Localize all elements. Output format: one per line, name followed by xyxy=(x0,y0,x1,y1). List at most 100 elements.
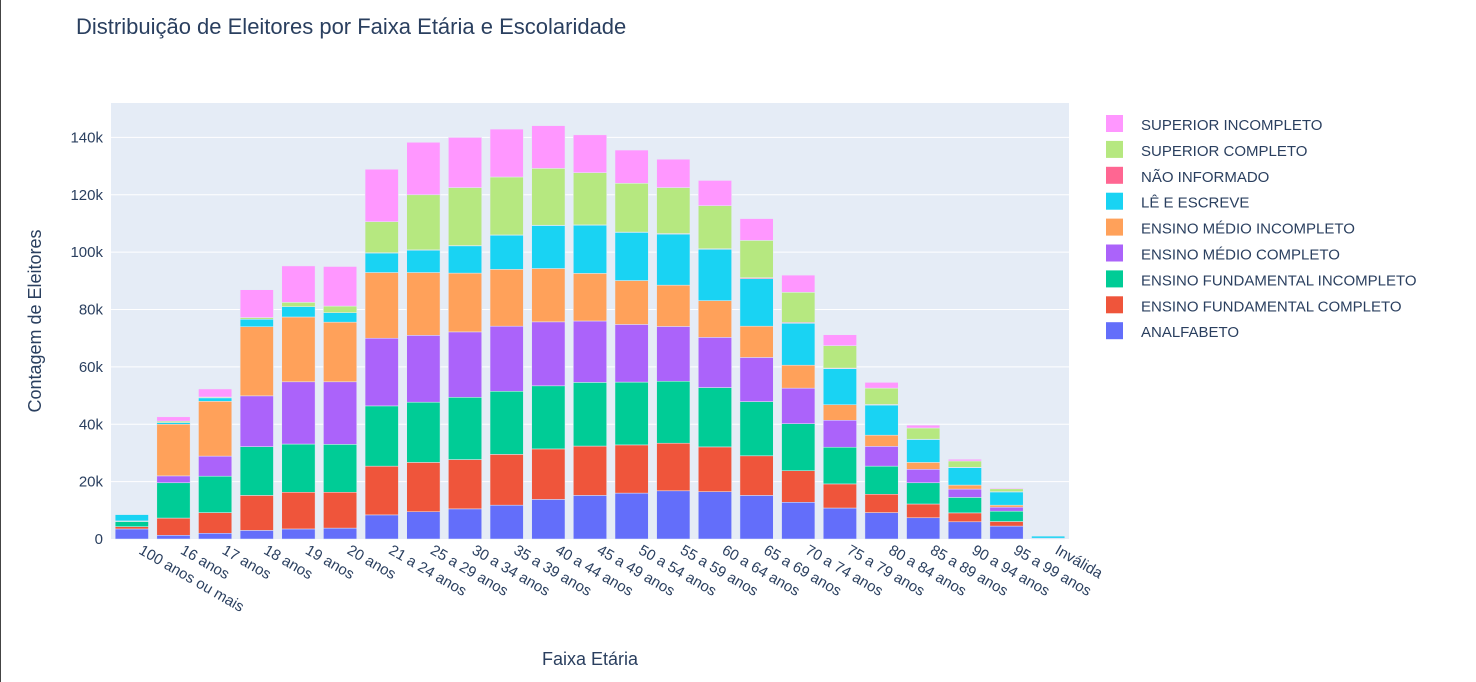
bar-segment[interactable] xyxy=(281,265,316,303)
bar-segment[interactable] xyxy=(656,326,691,382)
bar-segment[interactable] xyxy=(698,491,732,540)
bar-segment[interactable] xyxy=(823,446,857,485)
bar-segment[interactable] xyxy=(823,419,857,448)
bar-segment[interactable] xyxy=(989,510,1024,522)
bar-segment[interactable] xyxy=(823,483,857,509)
bar-segment[interactable] xyxy=(989,491,1024,506)
bar-segment[interactable] xyxy=(781,292,816,323)
legend-item[interactable]: ANALFABETO xyxy=(1106,322,1239,341)
bar-segment[interactable] xyxy=(239,495,274,531)
bar-segment[interactable] xyxy=(531,499,566,540)
bar-segment[interactable] xyxy=(114,521,149,527)
bar-segment[interactable] xyxy=(406,194,441,251)
bar-segment[interactable] xyxy=(698,387,732,448)
bar-segment[interactable] xyxy=(281,316,316,383)
bar-segment[interactable] xyxy=(406,462,441,512)
bar-segment[interactable] xyxy=(656,284,691,327)
bar-segment[interactable] xyxy=(573,134,607,173)
bar-segment[interactable] xyxy=(281,381,316,445)
bar-segment[interactable] xyxy=(823,334,857,346)
bar-segment[interactable] xyxy=(448,508,482,540)
bar-segment[interactable] xyxy=(573,224,607,274)
bar-segment[interactable] xyxy=(406,272,441,336)
legend-item[interactable]: NÃO INFORMADO xyxy=(1106,166,1269,186)
bar-segment[interactable] xyxy=(239,326,274,397)
bar-segment[interactable] xyxy=(906,482,941,505)
bar-segment[interactable] xyxy=(573,382,607,447)
bar-segment[interactable] xyxy=(947,484,982,490)
bar-segment[interactable] xyxy=(864,404,899,436)
bar-segment[interactable] xyxy=(323,444,357,493)
bar-segment[interactable] xyxy=(947,460,982,468)
bar-segment[interactable] xyxy=(823,507,857,540)
legend[interactable]: SUPERIOR INCOMPLETO SUPERIOR COMPLETO NÃO … xyxy=(1106,115,1417,341)
bar-segment[interactable] xyxy=(448,397,482,460)
bar-segment[interactable] xyxy=(739,357,774,402)
bar-segment[interactable] xyxy=(864,494,899,513)
bar-segment[interactable] xyxy=(656,490,691,540)
bar-segment[interactable] xyxy=(448,187,482,246)
legend-item[interactable]: ENSINO FUNDAMENTAL INCOMPLETO xyxy=(1106,270,1417,289)
bar-segment[interactable] xyxy=(239,530,274,540)
bar-segment[interactable] xyxy=(906,439,941,463)
bar-segment[interactable] xyxy=(198,533,233,540)
bar-segment[interactable] xyxy=(156,517,191,536)
bar-segment[interactable] xyxy=(989,487,1024,490)
bar-segment[interactable] xyxy=(323,381,357,445)
bar-segment[interactable] xyxy=(739,455,774,496)
bar-segment[interactable] xyxy=(906,469,941,484)
bar-segment[interactable] xyxy=(406,401,441,463)
legend-item[interactable]: ENSINO MÉDIO INCOMPLETO xyxy=(1106,218,1355,238)
bar-segment[interactable] xyxy=(323,305,357,313)
bar-segment[interactable] xyxy=(198,455,233,477)
bar-segment[interactable] xyxy=(531,268,566,323)
bar-segment[interactable] xyxy=(489,128,524,178)
bar-segment[interactable] xyxy=(239,395,274,447)
bar-segment[interactable] xyxy=(114,514,149,522)
bar-segment[interactable] xyxy=(698,205,732,249)
bar-segment[interactable] xyxy=(489,504,524,540)
bar-segment[interactable] xyxy=(281,302,316,307)
bar-segment[interactable] xyxy=(781,387,816,424)
legend-item[interactable]: ENSINO MÉDIO COMPLETO xyxy=(1106,244,1340,264)
bar-segment[interactable] xyxy=(573,320,607,383)
bar-segment[interactable] xyxy=(281,528,316,540)
bar-segment[interactable] xyxy=(781,274,816,293)
bar-segment[interactable] xyxy=(323,321,357,383)
bar-segment[interactable] xyxy=(156,416,191,422)
bar-segment[interactable] xyxy=(947,521,982,540)
bar-segment[interactable] xyxy=(739,240,774,278)
bar-segment[interactable] xyxy=(781,323,816,366)
bar-segment[interactable] xyxy=(198,512,233,534)
bar-segment[interactable] xyxy=(448,272,482,333)
bar-segment[interactable] xyxy=(864,382,899,389)
bar-segment[interactable] xyxy=(698,446,732,492)
bar-segment[interactable] xyxy=(239,289,274,318)
bar-segment[interactable] xyxy=(156,482,191,519)
bar-segment[interactable] xyxy=(698,337,732,388)
bar-segment[interactable] xyxy=(614,381,649,446)
bar-segment[interactable] xyxy=(739,495,774,540)
bar-segment[interactable] xyxy=(323,312,357,323)
bar-segment[interactable] xyxy=(698,180,732,206)
bar-segment[interactable] xyxy=(781,364,816,389)
bar-segment[interactable] xyxy=(489,269,524,327)
bar-segment[interactable] xyxy=(947,488,982,498)
bar-segment[interactable] xyxy=(531,448,566,500)
bar-segment[interactable] xyxy=(489,234,524,270)
bar-segment[interactable] xyxy=(489,391,524,455)
legend-item[interactable]: SUPERIOR COMPLETO xyxy=(1106,140,1307,160)
bar-segment[interactable] xyxy=(864,446,899,467)
bar-segment[interactable] xyxy=(364,337,399,407)
bar-segment[interactable] xyxy=(781,470,816,503)
bar-segment[interactable] xyxy=(448,137,482,188)
bar-segment[interactable] xyxy=(906,503,941,519)
bar-segment[interactable] xyxy=(698,249,732,301)
legend-item[interactable]: SUPERIOR INCOMPLETO xyxy=(1106,115,1322,134)
bar-segment[interactable] xyxy=(823,404,857,421)
bar-segment[interactable] xyxy=(739,325,774,358)
bar-segment[interactable] xyxy=(198,397,233,402)
bar-segment[interactable] xyxy=(323,266,357,307)
bar-segment[interactable] xyxy=(364,252,399,273)
bar-segment[interactable] xyxy=(614,280,649,325)
